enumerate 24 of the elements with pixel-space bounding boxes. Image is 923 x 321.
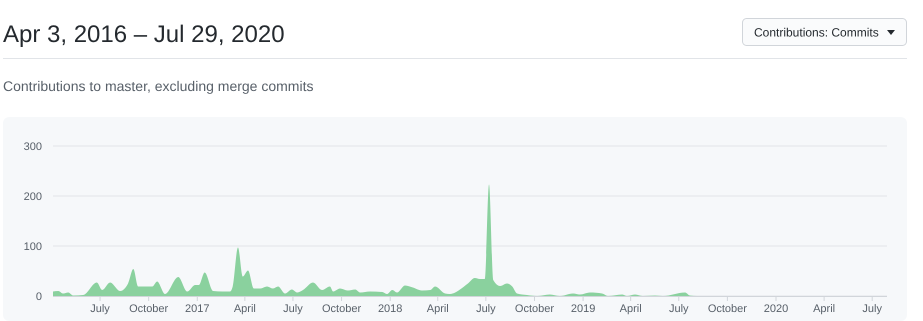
chart-title: Apr 3, 2016 – Jul 29, 2020	[3, 21, 285, 48]
x-tick-label: April	[620, 303, 642, 315]
x-tick-label: October	[708, 303, 748, 315]
chart-subtitle: Contributions to master, excluding merge commits	[3, 78, 314, 94]
x-tick-label: July	[283, 303, 304, 315]
x-tick-label: October	[129, 303, 169, 315]
x-tick-label: July	[862, 303, 882, 315]
y-tick-label: 0	[36, 291, 42, 303]
y-tick-label: 100	[24, 241, 42, 253]
x-tick-label: April	[426, 303, 449, 315]
x-tick-label: April	[813, 303, 836, 315]
x-tick-label: July	[90, 303, 110, 315]
x-tick-label: 2019	[570, 303, 596, 315]
x-tick-label: October	[514, 303, 554, 315]
x-tick-label: July	[476, 303, 496, 315]
x-tick-label: 2018	[378, 303, 402, 315]
dropdown-button: Contributions: Commits	[742, 18, 907, 46]
y-tick-label: 300	[24, 141, 42, 153]
x-tick-label: April	[234, 303, 256, 315]
x-tick-label: 2017	[185, 303, 210, 315]
y-tick-label: 200	[24, 191, 42, 203]
x-tick-label: July	[668, 303, 690, 315]
x-tick-label: October	[322, 303, 362, 315]
x-tick-label: 2020	[764, 303, 788, 315]
